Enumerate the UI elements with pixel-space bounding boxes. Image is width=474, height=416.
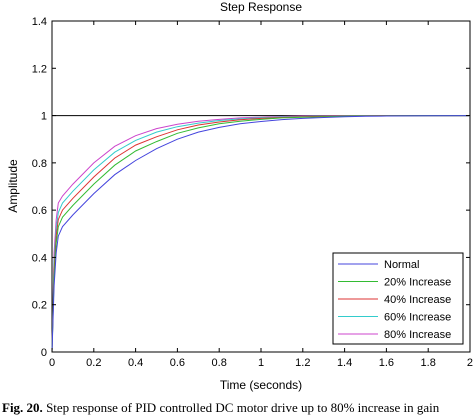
x-tick-label: 1.2 — [295, 357, 310, 369]
figure-caption: Fig. 20. Step response of PID controlled… — [2, 400, 474, 416]
legend-label: 20% Increase — [384, 277, 451, 289]
legend-label: 60% Increase — [384, 312, 451, 324]
legend-label: 80% Increase — [384, 329, 451, 341]
x-axis-label: Time (seconds) — [220, 378, 302, 392]
chart-svg: Step Response 0 0.2 0.4 0.6 0.8 1 1.2 1.4 1.6 1.8… — [6, 0, 473, 392]
x-tick-label: 1.4 — [337, 357, 352, 369]
x-tick-label: 0.2 — [86, 357, 101, 369]
legend-label: 40% Increase — [384, 294, 451, 306]
y-tick-label: 1.2 — [32, 63, 47, 75]
y-tick-label: 1.4 — [32, 16, 47, 28]
chart-title: Step Response — [220, 0, 302, 14]
y-ticks: 0 0.2 0.4 0.6 0.8 1 1.2 1.4 — [32, 16, 470, 359]
legend-label: Normal — [384, 259, 419, 271]
caption-text: Step response of PID controlled DC motor… — [46, 400, 440, 415]
series-line-normal — [51, 115, 471, 353]
caption-label: Fig. 20. — [2, 400, 43, 415]
series-layer — [51, 115, 471, 353]
x-tick-label: 0 — [49, 357, 55, 369]
x-tick-label: 0.8 — [212, 357, 227, 369]
x-tick-label: 0.6 — [170, 357, 185, 369]
y-tick-label: 0.6 — [32, 205, 47, 217]
x-tick-label: 1 — [258, 357, 264, 369]
x-tick-label: 1.8 — [421, 357, 436, 369]
x-tick-label: 2 — [467, 357, 473, 369]
y-tick-label: 0.4 — [32, 252, 47, 264]
x-ticks: 0 0.2 0.4 0.6 0.8 1 1.2 1.4 1.6 1.8 2 — [49, 21, 473, 369]
y-tick-label: 0.2 — [32, 300, 47, 312]
legend: Normal 20% Increase 40% Increase 60% Increa… — [332, 252, 464, 345]
y-axis-label: Amplitude — [6, 159, 20, 213]
y-tick-label: 0 — [41, 347, 47, 359]
y-tick-label: 0.8 — [32, 158, 47, 170]
y-tick-label: 1 — [41, 111, 47, 123]
x-tick-label: 1.6 — [379, 357, 394, 369]
x-tick-label: 0.4 — [128, 357, 143, 369]
